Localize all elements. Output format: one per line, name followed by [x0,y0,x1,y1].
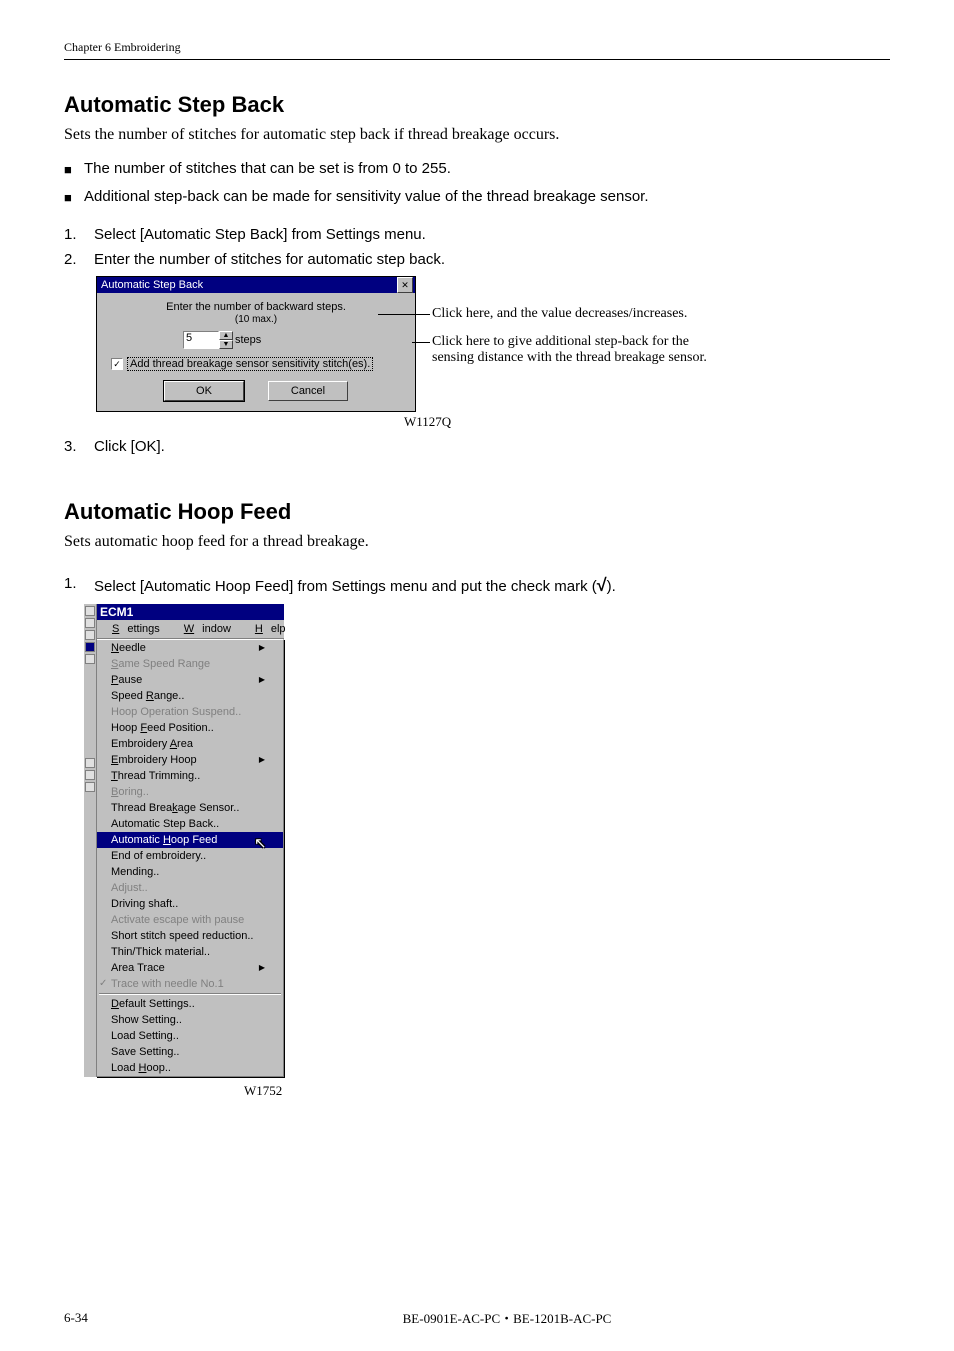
menu-help[interactable]: Help [239,623,294,635]
toolbar-icon[interactable] [85,606,95,616]
step-number: 1. [64,226,94,243]
menu-bar: Settings Window Help [96,620,284,639]
steps-unit-label: steps [235,334,261,346]
menu-item: Trace with needle No.1 [97,976,283,992]
figure-code: W1752 [244,1083,890,1099]
menu-item: Boring.. [97,784,283,800]
menu-item[interactable]: Speed Range.. [97,688,283,704]
section-desc: Sets automatic hoop feed for a thread br… [64,533,890,551]
step-number: 2. [64,251,94,268]
menu-settings[interactable]: Settings [96,623,168,635]
submenu-arrow-icon: ▶ [259,640,265,656]
settings-dropdown: Needle▶Same Speed RangePause▶Speed Range… [96,639,284,1077]
spinner-down-icon[interactable]: ▼ [219,340,233,349]
menu-item[interactable]: Load Hoop.. [97,1060,283,1076]
step-text: Select [Automatic Hoop Feed] from Settin… [94,575,890,596]
menu-item[interactable]: Load Setting.. [97,1028,283,1044]
step-text: Click [OK]. [94,438,890,455]
steps-input[interactable]: 5 [183,331,219,349]
page-number: 6-34 [64,1310,124,1326]
menu-item[interactable]: Thin/Thick material.. [97,944,283,960]
menu-item: Same Speed Range [97,656,283,672]
menu-item[interactable]: Automatic Step Back.. [97,816,283,832]
menu-item[interactable]: Needle▶ [97,640,283,656]
step-item: 2. Enter the number of stitches for auto… [64,251,890,268]
step-item: 1. Select [Automatic Step Back] from Set… [64,226,890,243]
ok-button[interactable]: OK [164,381,244,401]
section-title-auto-hoop-feed: Automatic Hoop Feed [64,499,890,525]
dialog-title-text: Automatic Step Back [101,279,203,291]
bullet-marker: ■ [64,188,84,208]
submenu-arrow-icon: ▶ [259,960,265,976]
spinner-up-icon[interactable]: ▲ [219,331,233,340]
dialog-titlebar: Automatic Step Back ✕ [97,277,415,293]
annotation-checkbox-line1: Click here to give additional step-back … [432,334,890,350]
menu-item[interactable]: Thread Breakage Sensor.. [97,800,283,816]
menu-item[interactable]: Automatic Hoop Feed [97,832,283,848]
dialog-auto-step-back: Automatic Step Back ✕ Enter the number o… [96,276,416,412]
menu-item[interactable]: Hoop Feed Position.. [97,720,283,736]
menu-item[interactable]: Embroidery Hoop▶ [97,752,283,768]
toolbar-icon[interactable] [85,654,95,664]
dialog-max-note: (10 max.) [105,314,407,325]
footer-center: BE-0901E-AC-PC・BE-1201B-AC-PC [124,1308,890,1327]
menu-item[interactable]: Thread Trimming.. [97,768,283,784]
step-number: 1. [64,575,94,592]
bullet-text: Additional step-back can be made for sen… [84,188,890,205]
menu-item[interactable]: Area Trace▶ [97,960,283,976]
annotation-spinner: Click here, and the value decreases/incr… [432,306,890,322]
menu-item: Adjust.. [97,880,283,896]
menu-item[interactable]: Driving shaft.. [97,896,283,912]
step-item: 1. Select [Automatic Hoop Feed] from Set… [64,575,890,596]
sensitivity-checkbox[interactable]: ✓ [111,358,123,370]
menu-item[interactable]: Embroidery Area [97,736,283,752]
step-number: 3. [64,438,94,455]
bullet-item: ■ Additional step-back can be made for s… [64,188,890,208]
sensitivity-checkbox-label: Add thread breakage sensor sensitivity s… [127,357,373,371]
toolbar-icon[interactable] [85,618,95,628]
toolbar-icon[interactable] [85,758,95,768]
menu-item: Activate escape with pause [97,912,283,928]
step-text: Enter the number of stitches for automat… [94,251,890,268]
cancel-button[interactable]: Cancel [268,381,348,401]
page-footer: 6-34 BE-0901E-AC-PC・BE-1201B-AC-PC [64,1308,890,1327]
section-desc: Sets the number of stitches for automati… [64,126,890,144]
menu-item[interactable]: Default Settings.. [97,996,283,1012]
annotation-checkbox-line2: sensing distance with the thread breakag… [432,350,890,366]
menu-item[interactable]: Show Setting.. [97,1012,283,1028]
toolbar-left [84,604,97,1077]
step-text: Select [Automatic Step Back] from Settin… [94,226,890,243]
submenu-arrow-icon: ▶ [259,672,265,688]
window-title: ECM1 [96,604,284,620]
menu-separator [99,993,281,995]
chapter-header: Chapter 6 Embroidering [64,40,890,60]
menu-item[interactable]: Mending.. [97,864,283,880]
menu-item[interactable]: Pause▶ [97,672,283,688]
checkmark-icon: √ [597,575,607,595]
spinner[interactable]: ▲ ▼ [219,331,233,349]
bullet-item: ■ The number of stitches that can be set… [64,160,890,180]
menu-item[interactable]: End of embroidery.. [97,848,283,864]
close-icon[interactable]: ✕ [397,277,413,293]
toolbar-icon[interactable] [85,782,95,792]
submenu-arrow-icon: ▶ [259,752,265,768]
dialog-instruction: Enter the number of backward steps. [105,301,407,313]
toolbar-icon[interactable] [85,630,95,640]
toolbar-icon[interactable] [85,770,95,780]
menu-item[interactable]: Save Setting.. [97,1044,283,1060]
section-title-auto-step-back: Automatic Step Back [64,92,890,118]
menu-item: Hoop Operation Suspend.. [97,704,283,720]
menu-window[interactable]: Window [168,623,239,635]
figure-code: W1127Q [404,414,890,430]
bullet-marker: ■ [64,160,84,180]
step-item: 3. Click [OK]. [64,438,890,455]
toolbar-icon[interactable] [85,642,95,652]
menu-item[interactable]: Short stitch speed reduction.. [97,928,283,944]
bullet-text: The number of stitches that can be set i… [84,160,890,177]
